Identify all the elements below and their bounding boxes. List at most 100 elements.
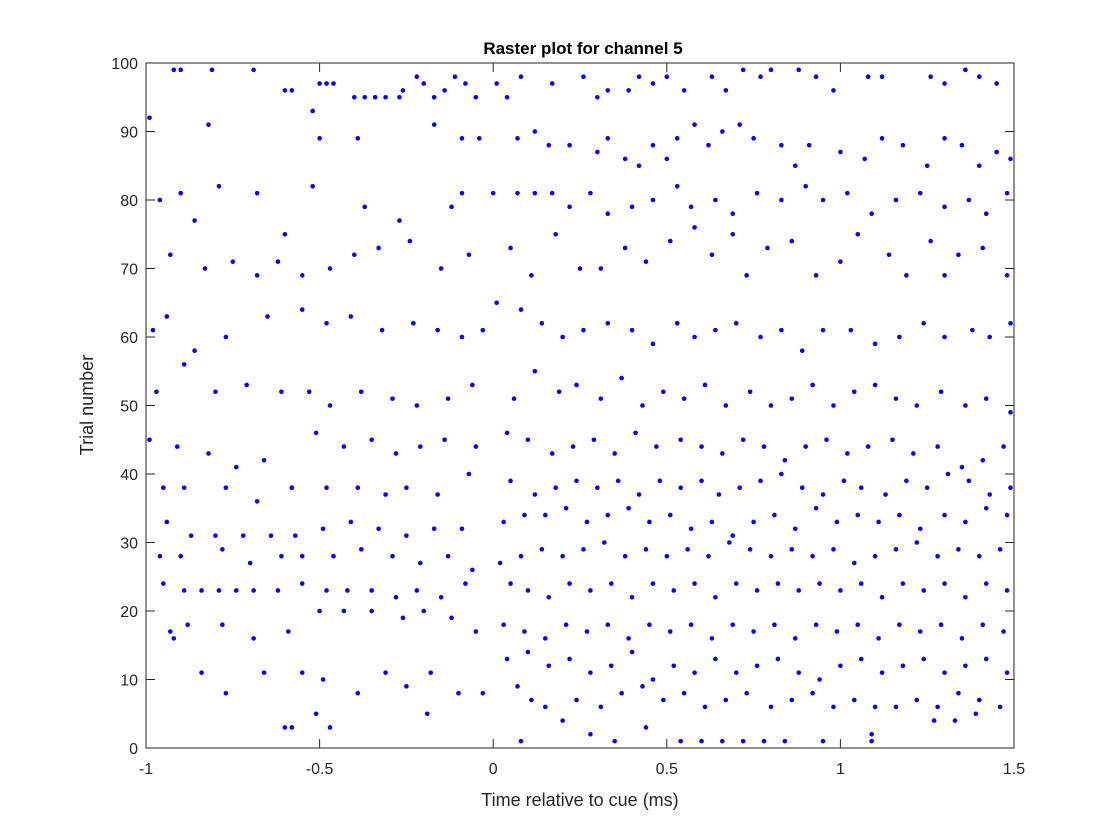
y-tick-label: 40 [120, 467, 138, 484]
spike-point [865, 444, 871, 449]
spike-point [733, 321, 739, 326]
spike-point [723, 403, 729, 408]
spike-point [393, 595, 399, 600]
spike-point [751, 629, 756, 634]
spike-point [282, 725, 288, 730]
spike-point [390, 396, 395, 401]
spike-point [702, 704, 708, 710]
spike-point [608, 663, 614, 669]
spike-point [730, 211, 736, 216]
spike-point [945, 471, 951, 477]
spike-point [928, 238, 933, 244]
spike-point [987, 334, 992, 340]
spike-point [310, 108, 315, 114]
spike-point [542, 636, 548, 641]
spike-point [282, 88, 288, 93]
spike-point [911, 451, 916, 456]
spike-point [324, 588, 329, 593]
spike-point [858, 581, 864, 586]
spike-point [779, 197, 784, 203]
spike-point [181, 362, 187, 367]
spike-point [779, 327, 784, 333]
spike-point [490, 190, 496, 196]
spike-point [810, 690, 815, 696]
spike-point [813, 505, 819, 511]
spike-point [223, 690, 229, 696]
spike-point [251, 636, 256, 641]
spike-point [168, 252, 173, 258]
y-tick-label: 30 [120, 536, 138, 553]
spike-point [168, 629, 173, 634]
spike-point [199, 588, 204, 593]
spike-point [379, 327, 385, 333]
spike-point [376, 526, 381, 532]
spike-point [286, 629, 291, 634]
spike-point [501, 519, 506, 525]
spike-point [626, 88, 631, 93]
x-tick-label: -1 [139, 761, 153, 778]
spike-point [876, 519, 881, 525]
spike-point [459, 136, 465, 141]
spike-point [983, 656, 989, 662]
spike-point [299, 670, 305, 675]
spike-point [699, 444, 704, 449]
y-axis-label: Trial number [77, 355, 97, 455]
spike-point [220, 547, 225, 552]
x-axis-ticks: -1 -0.5 0 0.5 1 1.5 [139, 63, 1025, 778]
spike-point [567, 204, 572, 210]
spike-point [713, 197, 718, 203]
spike-point [327, 725, 333, 730]
spike-point [643, 725, 649, 730]
spike-point [976, 553, 982, 559]
spike-point [838, 588, 843, 593]
spike-point [782, 458, 788, 463]
spike-point [459, 190, 465, 196]
spike-point [192, 218, 197, 223]
spike-point [820, 327, 826, 333]
spike-point [956, 252, 961, 258]
spike-point [963, 403, 968, 408]
spike-point [595, 94, 600, 100]
spike-point [838, 149, 843, 155]
spike-point [775, 656, 781, 662]
spike-point [838, 663, 843, 669]
spike-point [171, 636, 177, 641]
spike-point [549, 190, 555, 196]
spike-point [206, 122, 211, 127]
spike-point [178, 67, 184, 73]
spike-point [650, 581, 656, 586]
spike-point [803, 184, 808, 189]
spike-point [254, 273, 260, 278]
spike-point [674, 321, 680, 326]
spike-point [324, 485, 329, 491]
spike-point [529, 273, 534, 278]
spike-point [983, 396, 989, 401]
spike-point [532, 129, 538, 134]
spike-point [435, 492, 440, 497]
spike-point [327, 403, 333, 408]
spike-point [570, 444, 576, 449]
spike-point [584, 519, 590, 525]
spike-point [251, 67, 256, 73]
spike-point [164, 519, 170, 525]
spike-point [598, 704, 604, 710]
spike-point [157, 553, 163, 559]
spike-point [188, 533, 194, 538]
spike-point [581, 327, 586, 333]
y-tick-label: 100 [111, 56, 138, 73]
spike-point [345, 588, 350, 593]
spike-point [1001, 444, 1006, 449]
spike-point [372, 94, 378, 100]
spike-point [442, 437, 447, 443]
spike-point [376, 245, 381, 251]
spike-point [508, 478, 513, 484]
spike-point [546, 595, 552, 600]
spike-point [678, 437, 683, 443]
spike-point [834, 519, 840, 525]
spike-point [928, 74, 933, 79]
spike-point [494, 81, 499, 86]
spike-point [400, 88, 406, 93]
spike-point [619, 375, 624, 381]
spike-point [147, 115, 152, 121]
spike-point [869, 738, 874, 744]
